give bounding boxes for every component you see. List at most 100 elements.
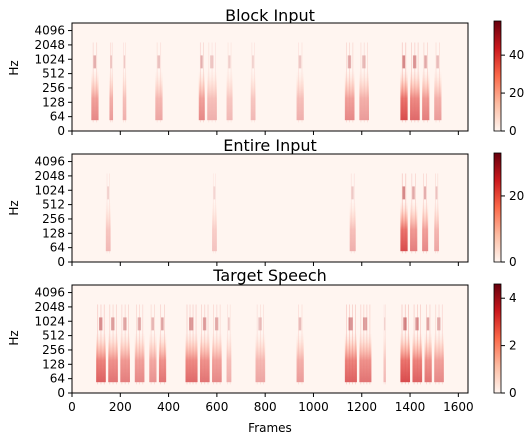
- heatmap-band: [122, 42, 127, 123]
- heatmap-band: [434, 304, 444, 385]
- y-tick-label: 512: [42, 329, 65, 343]
- heatmap-band: [105, 173, 111, 254]
- colorbar: [493, 152, 502, 263]
- heatmap-band: [199, 304, 210, 385]
- heatmap-band: [434, 173, 440, 254]
- heatmap-band: [400, 173, 408, 254]
- heatmap-background: [72, 154, 468, 262]
- x-tick-label: 200: [109, 400, 132, 414]
- heatmap-band: [296, 304, 304, 385]
- x-tick-label: 600: [205, 400, 228, 414]
- y-tick-label: 2048: [34, 169, 65, 183]
- heatmap-band: [212, 304, 222, 385]
- heatmap-band: [383, 304, 386, 385]
- colorbar-ticks: 0 20: [501, 189, 524, 269]
- x-ticks: 0 200 400 600 800 1000 1200 1400 1600: [68, 393, 474, 414]
- colorbar-tick-label: 0: [509, 386, 517, 400]
- y-tick-label: 2048: [34, 300, 65, 314]
- colorbar-tick-label: 2: [509, 339, 517, 353]
- heatmap-background: [72, 23, 468, 131]
- y-tick-label: 512: [42, 67, 65, 81]
- y-tick-label: 0: [57, 124, 65, 138]
- heatmap-band: [400, 304, 411, 385]
- y-axis-label: Hz: [7, 200, 21, 215]
- heatmap-band: [185, 304, 198, 385]
- y-tick-label: 512: [42, 198, 65, 212]
- x-axis-label: Frames: [248, 421, 292, 435]
- heatmap-band: [410, 42, 420, 123]
- heatmap-band: [344, 42, 355, 123]
- heatmap-band: [226, 42, 233, 123]
- x-ticks: [71, 262, 459, 266]
- y-tick-label: 256: [42, 343, 65, 357]
- y-tick-label: 128: [42, 95, 65, 109]
- colorbar-tick-label: 0: [509, 124, 517, 138]
- heatmap-band: [359, 304, 372, 385]
- heatmap-band: [410, 173, 418, 254]
- y-tick-label: 1024: [34, 183, 65, 197]
- heatmap-band: [109, 42, 114, 123]
- heatmap-band: [296, 42, 304, 123]
- x-tick-label: 800: [254, 400, 277, 414]
- colorbar-ticks: 0 2 4: [501, 291, 517, 400]
- heatmap-band: [424, 304, 432, 385]
- heatmap-band: [212, 173, 217, 254]
- heatmap-band: [412, 304, 423, 385]
- colorbar-tick-label: 20: [509, 86, 524, 100]
- panel-entire-input: Entire Input Hz 064128256512102420484096…: [7, 136, 524, 269]
- heatmap-area: [72, 285, 468, 393]
- colorbar: [493, 20, 502, 132]
- y-tick-label: 128: [42, 226, 65, 240]
- heatmap-band: [226, 304, 232, 385]
- y-tick-label: 1024: [34, 52, 65, 66]
- y-tick-label: 128: [42, 357, 65, 371]
- heatmap-area: [72, 23, 468, 131]
- x-tick-label: 1000: [298, 400, 329, 414]
- heatmap-band: [108, 304, 118, 385]
- heatmap-band: [349, 173, 356, 254]
- x-tick-label: 1200: [346, 400, 377, 414]
- heatmap-band: [155, 42, 163, 123]
- heatmap-area: [72, 154, 468, 262]
- heatmap-band: [255, 304, 266, 385]
- x-tick-label: 0: [68, 400, 76, 414]
- heatmap-band: [207, 42, 217, 123]
- panel-block-input: Block Input Hz 064128256512102420484096 …: [7, 6, 524, 138]
- colorbar-tick-label: 40: [509, 48, 524, 62]
- y-tick-label: 0: [57, 255, 65, 269]
- y-tick-label: 1024: [34, 314, 65, 328]
- colorbar-tick-label: 4: [509, 291, 517, 305]
- heatmap-band: [149, 304, 157, 385]
- colorbar-tick-label: 20: [509, 189, 524, 203]
- y-axis-label: Hz: [7, 60, 21, 75]
- heatmap-band: [158, 304, 167, 385]
- heatmap-band: [91, 42, 99, 123]
- panel-title: Entire Input: [223, 136, 317, 155]
- panel-target-speech: Target Speech Hz 06412825651210242048409…: [7, 266, 517, 435]
- x-tick-label: 400: [157, 400, 180, 414]
- y-tick-label: 4096: [34, 286, 65, 300]
- heatmap-band: [434, 42, 442, 123]
- plot-frame: [71, 284, 469, 394]
- heatmap-band: [359, 42, 369, 123]
- y-tick-label: 64: [50, 372, 65, 386]
- heatmap-band: [134, 304, 145, 385]
- y-tick-label: 64: [50, 241, 65, 255]
- heatmap-band: [198, 42, 205, 123]
- y-tick-label: 0: [57, 386, 65, 400]
- y-tick-label: 4096: [34, 24, 65, 38]
- x-tick-label: 1600: [443, 400, 474, 414]
- y-tick-label: 64: [50, 110, 65, 124]
- y-tick-label: 256: [42, 81, 65, 95]
- panel-title: Block Input: [225, 6, 315, 25]
- heatmap-band: [96, 304, 106, 385]
- plot-frame: [71, 153, 469, 263]
- plot-frame: [71, 22, 469, 132]
- x-tick-label: 1400: [395, 400, 426, 414]
- y-tick-label: 4096: [34, 155, 65, 169]
- panel-title: Target Speech: [212, 266, 327, 285]
- y-axis-label: Hz: [7, 330, 21, 345]
- y-tick-label: 2048: [34, 38, 65, 52]
